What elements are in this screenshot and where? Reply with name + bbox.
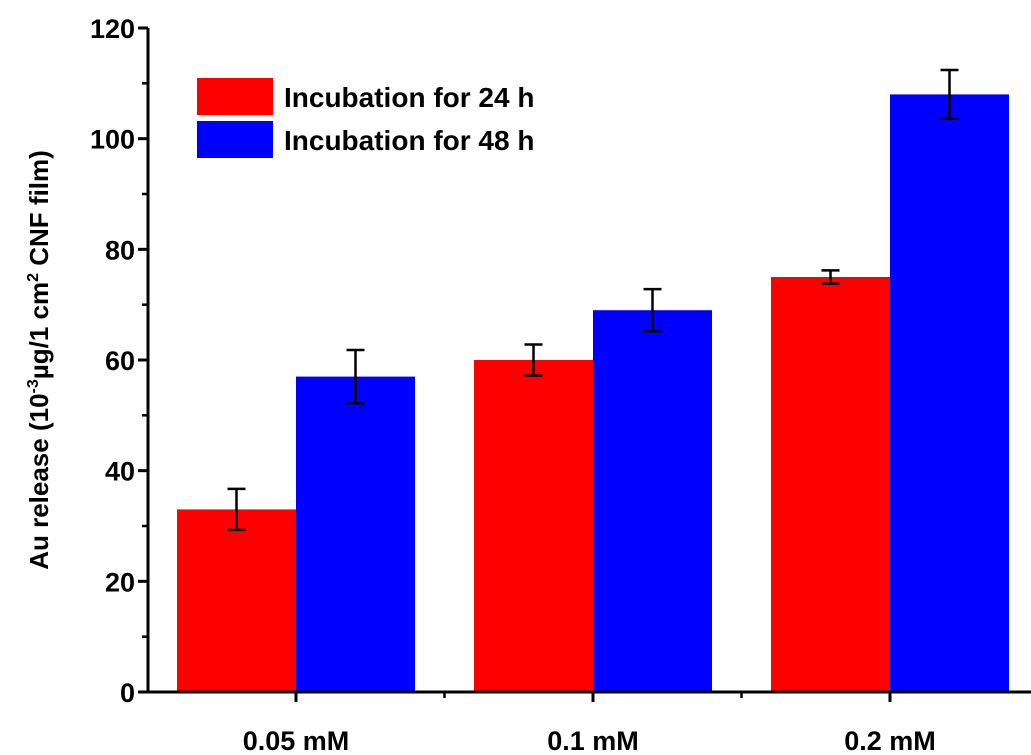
bar-48h-2 <box>890 94 1009 692</box>
y-axis-title: Au release (10-3µg/1 cm2 CNF film) <box>24 150 54 570</box>
y-tick-label: 20 <box>105 567 135 597</box>
y-tick-label: 100 <box>90 125 135 155</box>
bars-group <box>177 94 1009 692</box>
y-axis-title-suffix: CNF film) <box>24 150 54 273</box>
legend-swatch-48h <box>197 121 273 158</box>
x-tick-label: 0.1 mM <box>547 726 639 755</box>
bar-48h-0 <box>296 376 415 692</box>
legend-label-24h: Incubation for 24 h <box>284 82 534 113</box>
bar-24h-2 <box>771 277 890 692</box>
y-tick-label: 60 <box>105 346 135 376</box>
legend-swatch-24h <box>197 78 273 115</box>
bar-24h-0 <box>177 509 296 692</box>
y-tick-label: 120 <box>90 14 135 44</box>
y-axis-title-group: Au release (10-3µg/1 cm2 CNF film) <box>24 150 54 570</box>
y-axis-title-prefix: Au release (10 <box>24 393 54 569</box>
legend: Incubation for 24 h Incubation for 48 h <box>197 78 534 158</box>
y-tick-label: 0 <box>120 678 135 708</box>
error-bars-group <box>227 68 959 532</box>
y-tick-label: 80 <box>105 235 135 265</box>
x-ticks-group: 0.05 mM 0.1 mM 0.2 mM <box>243 692 936 755</box>
y-axis-title-middle: µg/1 cm <box>24 282 54 379</box>
y-axis-title-sup2: 2 <box>25 273 42 282</box>
legend-label-48h: Incubation for 48 h <box>284 125 534 156</box>
bar-48h-1 <box>593 310 712 692</box>
y-ticks-group: 0 20 40 60 80 100 120 <box>90 14 148 708</box>
bar-24h-1 <box>474 360 593 692</box>
x-tick-label: 0.2 mM <box>844 726 936 755</box>
y-tick-label: 40 <box>105 457 135 487</box>
x-tick-label: 0.05 mM <box>243 726 350 755</box>
y-axis-title-sup1: -3 <box>25 379 42 393</box>
